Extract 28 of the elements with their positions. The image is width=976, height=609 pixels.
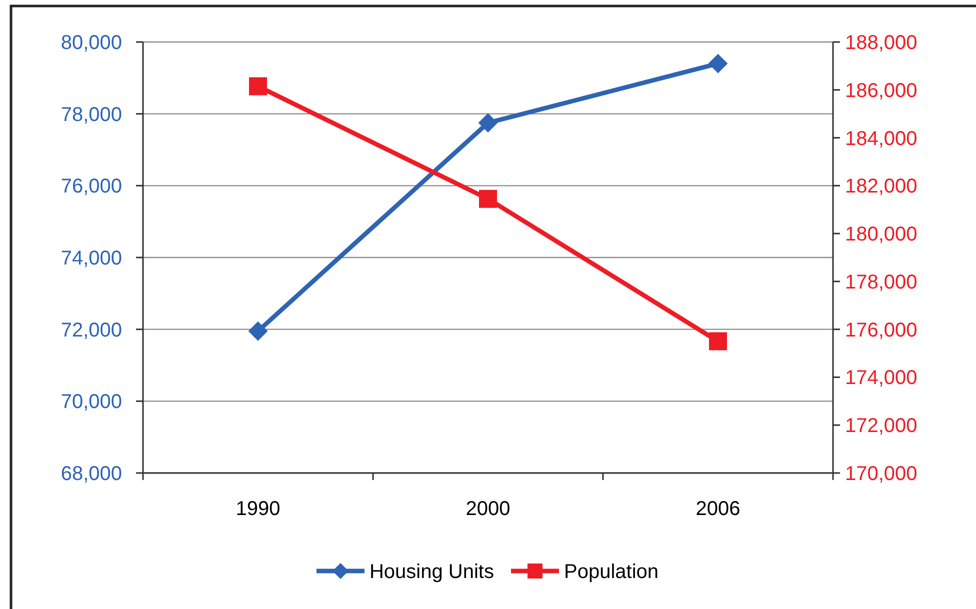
y2-tick-label: 170,000: [845, 463, 918, 485]
point: [478, 113, 498, 132]
x-tick-label: 1990: [236, 498, 280, 520]
y-tick-label: 72,000: [60, 319, 122, 342]
point: [479, 190, 497, 208]
y-tick-label: 74,000: [60, 248, 122, 270]
y-tick-label: 80,000: [60, 32, 122, 54]
x-tick-label: 2006: [696, 498, 740, 520]
x-tick-label: 2000: [466, 498, 510, 520]
point: [248, 322, 268, 341]
y2-tick-label: 174,000: [845, 367, 918, 390]
y-tick-label: 68,000: [60, 463, 122, 485]
y2-tick-label: 180,000: [845, 224, 918, 246]
y2-tick-label: 182,000: [845, 176, 918, 198]
legend-label: Housing Units: [369, 561, 494, 583]
point: [249, 77, 267, 96]
point: [709, 332, 727, 350]
point: [708, 54, 728, 74]
y2-tick-label: 188,000: [845, 32, 918, 54]
y2-tick-label: 172,000: [845, 415, 918, 438]
y-tick-label: 78,000: [60, 104, 122, 126]
y2-tick-label: 186,000: [845, 80, 918, 102]
y2-tick-label: 184,000: [845, 128, 918, 150]
y-tick-label: 76,000: [60, 176, 122, 198]
y2-tick-label: 176,000: [845, 319, 918, 342]
y-tick-label: 70,000: [60, 391, 122, 414]
legend-label: Population: [564, 561, 659, 583]
y2-tick-label: 178,000: [845, 271, 918, 294]
